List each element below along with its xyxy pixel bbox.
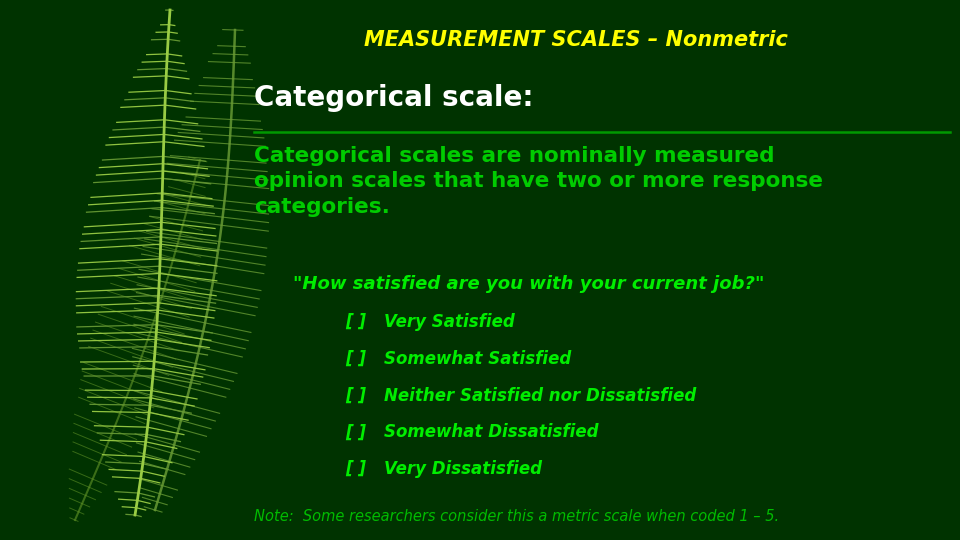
Text: [ ]: [ ] xyxy=(346,423,367,441)
Text: [ ]: [ ] xyxy=(346,350,367,368)
Text: Neither Satisfied nor Dissatisfied: Neither Satisfied nor Dissatisfied xyxy=(384,387,696,404)
Text: Categorical scale:: Categorical scale: xyxy=(254,84,534,112)
Text: MEASUREMENT SCALES – Nonmetric: MEASUREMENT SCALES – Nonmetric xyxy=(364,30,788,50)
Text: Very Dissatisfied: Very Dissatisfied xyxy=(384,460,542,478)
Text: [ ]: [ ] xyxy=(346,460,367,478)
Text: Very Satisfied: Very Satisfied xyxy=(384,313,515,331)
Text: [ ]: [ ] xyxy=(346,313,367,331)
Text: [ ]: [ ] xyxy=(346,387,367,404)
Text: Note:  Some researchers consider this a metric scale when coded 1 – 5.: Note: Some researchers consider this a m… xyxy=(254,509,780,524)
Text: Categorical scales are nominally measured
opinion scales that have two or more r: Categorical scales are nominally measure… xyxy=(254,146,824,217)
Text: Somewhat Dissatisfied: Somewhat Dissatisfied xyxy=(384,423,598,441)
Text: "How satisfied are you with your current job?": "How satisfied are you with your current… xyxy=(293,275,764,293)
Text: Somewhat Satisfied: Somewhat Satisfied xyxy=(384,350,571,368)
